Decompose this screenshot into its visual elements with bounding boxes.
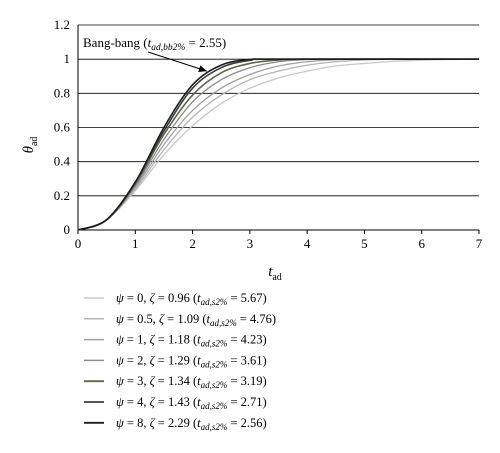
- y-tick-label: 0.6: [54, 120, 71, 135]
- annotation-text: Bang-bang (tad,bb2% = 2.55): [83, 35, 226, 53]
- grid-lines: [78, 24, 479, 231]
- x-tick-label: 5: [361, 236, 368, 251]
- legend-entry: ψ = 1, ζ = 1.18 (tad,s2% = 4.23): [116, 333, 267, 349]
- legend-entry: ψ = 4, ζ = 1.43 (tad,s2% = 2.71): [116, 395, 267, 411]
- series-line-psi-2: [77, 58, 480, 231]
- series-line-psi-4: [77, 58, 480, 231]
- y-tick-label: 1: [64, 51, 71, 66]
- series-line-psi-1: [77, 58, 480, 231]
- y-tick-label: 0.2: [54, 188, 70, 203]
- x-tick-label: 1: [132, 236, 139, 251]
- axes: [77, 25, 479, 231]
- x-tick-label: 4: [304, 236, 311, 251]
- y-tick-label: 0.4: [54, 154, 71, 169]
- y-tick-label: 1.2: [54, 17, 70, 32]
- legend: ψ = 0, ζ = 0.96 (tad,s2% = 5.67) ψ = 0.5,…: [84, 291, 276, 432]
- y-tick-label: 0: [64, 222, 71, 237]
- series-line-psi-8: [77, 58, 480, 231]
- annotation-arrowhead: [198, 65, 207, 72]
- x-tick-labels: 0 1 2 3 4 5 6 7: [75, 230, 483, 251]
- x-axis-title: tad: [268, 264, 282, 283]
- legend-entry: ψ = 0, ζ = 0.96 (tad,s2% = 5.67): [116, 291, 267, 307]
- legend-entry: ψ = 8, ζ = 2.29 (tad,s2% = 2.56): [116, 416, 267, 432]
- series-line-psi-0.5: [77, 58, 480, 231]
- legend-entry: ψ = 3, ζ = 1.34 (tad,s2% = 3.19): [116, 374, 267, 390]
- annotation-arrow: [147, 51, 208, 72]
- x-tick-label: 7: [476, 236, 483, 251]
- legend-entry: ψ = 2, ζ = 1.29 (tad,s2% = 3.61): [116, 353, 267, 369]
- y-axis-title: θad: [21, 137, 40, 154]
- series-line-psi-3: [77, 58, 480, 231]
- y-tick-label: 0.8: [54, 85, 70, 100]
- x-tick-label: 2: [189, 236, 196, 251]
- legend-entry: ψ = 0.5, ζ = 1.09 (tad,s2% = 4.76): [116, 312, 276, 328]
- series-line-psi-0: [77, 58, 480, 231]
- y-tick-labels: 0 0.2 0.4 0.6 0.8 1 1.2: [54, 17, 71, 237]
- x-tick-label: 6: [418, 236, 425, 251]
- bang-bang-annotation: Bang-bang (tad,bb2% = 2.55): [83, 35, 226, 72]
- series-lines: [77, 58, 480, 231]
- x-tick-label: 0: [75, 236, 82, 251]
- x-tick-label: 3: [247, 236, 254, 251]
